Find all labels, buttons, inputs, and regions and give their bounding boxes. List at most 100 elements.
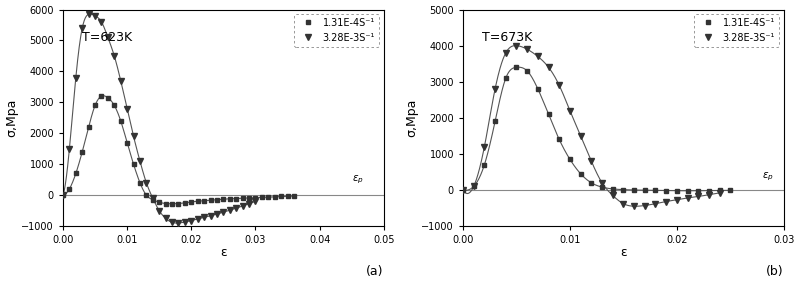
1.31E-4S⁻¹ — [199, 199, 209, 202]
1.31E-4S⁻¹ — [270, 195, 279, 199]
3.28E-3S⁻¹ — [218, 210, 228, 214]
3.28E-3S⁻¹ — [608, 194, 618, 197]
1.31E-4S⁻¹ — [103, 96, 113, 99]
1.31E-4S⁻¹ — [161, 202, 170, 205]
3.28E-3S⁻¹ — [501, 51, 510, 55]
1.31E-4S⁻¹ — [640, 189, 650, 192]
3.28E-3S⁻¹ — [161, 217, 170, 220]
1.31E-4S⁻¹ — [90, 104, 100, 107]
1.31E-4S⁻¹ — [129, 162, 138, 166]
1.31E-4S⁻¹ — [206, 199, 215, 202]
3.28E-3S⁻¹ — [704, 193, 714, 197]
3.28E-3S⁻¹ — [199, 216, 209, 219]
3.28E-3S⁻¹ — [650, 202, 660, 205]
3.28E-3S⁻¹ — [174, 221, 183, 225]
3.28E-3S⁻¹ — [522, 47, 532, 51]
1.31E-4S⁻¹ — [231, 197, 241, 200]
1.31E-4S⁻¹ — [512, 66, 522, 69]
3.28E-3S⁻¹ — [135, 159, 145, 163]
1.31E-4S⁻¹ — [554, 138, 564, 141]
1.31E-4S⁻¹ — [608, 187, 618, 191]
3.28E-3S⁻¹ — [58, 193, 68, 197]
3.28E-3S⁻¹ — [565, 109, 574, 112]
3.28E-3S⁻¹ — [512, 44, 522, 47]
3.28E-3S⁻¹ — [480, 145, 490, 149]
3.28E-3S⁻¹ — [544, 66, 554, 69]
3.28E-3S⁻¹ — [715, 191, 725, 195]
3.28E-3S⁻¹ — [154, 209, 164, 212]
1.31E-4S⁻¹ — [218, 197, 228, 201]
1.31E-4S⁻¹ — [78, 150, 87, 154]
1.31E-4S⁻¹ — [458, 188, 468, 192]
Line: 1.31E-4S⁻¹: 1.31E-4S⁻¹ — [61, 94, 296, 206]
3.28E-3S⁻¹ — [238, 204, 247, 208]
1.31E-4S⁻¹ — [715, 189, 725, 192]
3.28E-3S⁻¹ — [148, 197, 158, 200]
1.31E-4S⁻¹ — [533, 87, 542, 91]
1.31E-4S⁻¹ — [565, 158, 574, 161]
1.31E-4S⁻¹ — [154, 201, 164, 204]
1.31E-4S⁻¹ — [704, 189, 714, 192]
3.28E-3S⁻¹ — [490, 87, 500, 91]
1.31E-4S⁻¹ — [598, 185, 607, 189]
Y-axis label: σ,Mpa: σ,Mpa — [6, 99, 18, 137]
1.31E-4S⁻¹ — [97, 95, 106, 98]
Text: T=623K: T=623K — [82, 31, 132, 44]
1.31E-4S⁻¹ — [662, 189, 671, 192]
Y-axis label: σ,Mpa: σ,Mpa — [406, 99, 418, 137]
1.31E-4S⁻¹ — [694, 189, 703, 193]
1.31E-4S⁻¹ — [238, 197, 247, 200]
1.31E-4S⁻¹ — [250, 196, 260, 199]
X-axis label: ε: ε — [220, 247, 226, 260]
3.28E-3S⁻¹ — [250, 200, 260, 203]
3.28E-3S⁻¹ — [65, 147, 74, 151]
3.28E-3S⁻¹ — [110, 54, 119, 58]
X-axis label: ε: ε — [620, 247, 626, 260]
1.31E-4S⁻¹ — [650, 189, 660, 192]
1.31E-4S⁻¹ — [186, 200, 196, 204]
Text: (a): (a) — [366, 265, 384, 278]
3.28E-3S⁻¹ — [618, 202, 628, 205]
3.28E-3S⁻¹ — [167, 221, 177, 224]
Line: 3.28E-3S⁻¹: 3.28E-3S⁻¹ — [460, 43, 722, 209]
1.31E-4S⁻¹ — [212, 198, 222, 201]
3.28E-3S⁻¹ — [212, 212, 222, 216]
1.31E-4S⁻¹ — [167, 202, 177, 206]
1.31E-4S⁻¹ — [58, 193, 68, 197]
3.28E-3S⁻¹ — [533, 55, 542, 58]
1.31E-4S⁻¹ — [282, 195, 292, 198]
3.28E-3S⁻¹ — [84, 12, 94, 16]
3.28E-3S⁻¹ — [694, 195, 703, 198]
1.31E-4S⁻¹ — [544, 112, 554, 116]
3.28E-3S⁻¹ — [142, 181, 151, 185]
1.31E-4S⁻¹ — [276, 195, 286, 198]
3.28E-3S⁻¹ — [682, 196, 692, 200]
1.31E-4S⁻¹ — [244, 196, 254, 200]
3.28E-3S⁻¹ — [586, 159, 596, 163]
1.31E-4S⁻¹ — [148, 198, 158, 201]
1.31E-4S⁻¹ — [257, 196, 266, 199]
1.31E-4S⁻¹ — [263, 195, 273, 199]
1.31E-4S⁻¹ — [490, 120, 500, 123]
Text: T=673K: T=673K — [482, 31, 533, 44]
3.28E-3S⁻¹ — [244, 202, 254, 205]
3.28E-3S⁻¹ — [78, 26, 87, 30]
Line: 1.31E-4S⁻¹: 1.31E-4S⁻¹ — [461, 65, 732, 193]
1.31E-4S⁻¹ — [180, 201, 190, 204]
1.31E-4S⁻¹ — [193, 200, 202, 203]
Text: $\varepsilon_p$: $\varepsilon_p$ — [762, 170, 774, 183]
1.31E-4S⁻¹ — [65, 187, 74, 191]
1.31E-4S⁻¹ — [672, 189, 682, 193]
3.28E-3S⁻¹ — [186, 219, 196, 222]
Legend: 1.31E-4S⁻¹, 3.28E-3S⁻¹: 1.31E-4S⁻¹, 3.28E-3S⁻¹ — [294, 14, 379, 47]
1.31E-4S⁻¹ — [122, 141, 132, 144]
3.28E-3S⁻¹ — [103, 36, 113, 39]
3.28E-3S⁻¹ — [630, 204, 639, 208]
Text: $\varepsilon_p$: $\varepsilon_p$ — [352, 174, 364, 186]
1.31E-4S⁻¹ — [480, 163, 490, 166]
3.28E-3S⁻¹ — [598, 181, 607, 185]
Line: 3.28E-3S⁻¹: 3.28E-3S⁻¹ — [60, 11, 258, 226]
3.28E-3S⁻¹ — [180, 220, 190, 224]
1.31E-4S⁻¹ — [289, 194, 298, 198]
1.31E-4S⁻¹ — [576, 172, 586, 176]
